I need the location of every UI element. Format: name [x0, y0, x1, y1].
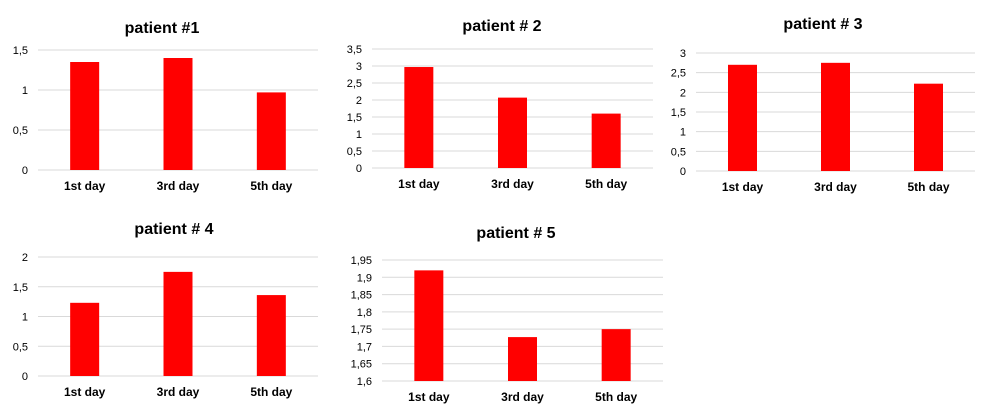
x-tick-label: 1st day	[64, 385, 106, 399]
x-tick-label: 1st day	[398, 177, 440, 191]
chart-patient-5: patient # 5 1,6 1,65 1,7 1,75 1,8 1,85 1,9 1,95 1…	[351, 225, 663, 404]
bar	[256, 295, 286, 376]
chart-patient-1: patient #1 0 0,5 1 1,5 1st day 3rd day 5th day	[13, 20, 318, 193]
y-tick-label: 0	[680, 166, 686, 178]
x-tick-label: 3rd day	[814, 180, 857, 194]
y-tick-label: 2	[680, 87, 686, 99]
bar	[163, 58, 193, 170]
y-tick-label: 1,75	[351, 324, 372, 336]
bar	[498, 97, 527, 168]
bar	[601, 329, 631, 381]
y-tick-label: 3	[680, 48, 686, 60]
x-tick-label: 5th day	[585, 177, 627, 191]
bar	[70, 302, 100, 376]
bar	[508, 337, 537, 381]
x-tick-label: 5th day	[595, 390, 637, 404]
y-tick-label: 3	[356, 61, 362, 73]
y-tick-label: 0	[22, 165, 28, 177]
bar	[404, 67, 434, 168]
y-tick-label: 1	[680, 127, 686, 139]
x-tick-label: 3rd day	[157, 179, 200, 193]
y-tick-label: 2,5	[347, 78, 362, 90]
y-tick-label: 0	[356, 163, 362, 175]
y-tick-label: 2	[356, 95, 362, 107]
y-tick-label: 0,5	[13, 341, 28, 353]
y-tick-label: 1,8	[357, 307, 372, 319]
bar	[256, 92, 286, 170]
y-tick-label: 2	[22, 252, 28, 264]
y-tick-label: 0,5	[671, 146, 686, 158]
y-tick-label: 1,5	[671, 107, 686, 119]
bar	[414, 270, 444, 381]
y-tick-label: 1	[22, 312, 28, 324]
y-tick-label: 1,65	[351, 359, 372, 371]
y-tick-label: 1,7	[357, 341, 372, 353]
y-tick-label: 1,5	[347, 112, 362, 124]
bar	[163, 271, 193, 376]
x-tick-label: 5th day	[907, 180, 949, 194]
chart-patient-2: patient # 2 0 0,5 1 1,5 2 2,5 3 3,5 1st day 3rd da…	[347, 18, 653, 191]
chart-title: patient #1	[125, 20, 200, 37]
bar	[591, 113, 621, 168]
x-tick-label: 1st day	[64, 179, 106, 193]
y-tick-label: 0,5	[13, 125, 28, 137]
bar	[821, 62, 850, 172]
chart-title: patient # 4	[134, 221, 213, 238]
bar	[70, 62, 100, 170]
x-tick-label: 3rd day	[157, 385, 200, 399]
bar	[914, 83, 943, 171]
y-tick-label: 0,5	[347, 146, 362, 158]
chart-title: patient # 5	[476, 225, 555, 242]
y-tick-label: 1	[356, 129, 362, 141]
y-tick-label: 0	[22, 371, 28, 383]
chart-patient-3: patient # 3 0 0,5 1 1,5 2 2,5 3 1st day 3rd day 5t…	[671, 16, 975, 194]
y-tick-label: 3,5	[347, 44, 362, 56]
chart-title: patient # 3	[783, 16, 862, 33]
bar	[728, 64, 757, 171]
y-tick-label: 2,5	[671, 68, 686, 80]
y-tick-label: 1,5	[13, 45, 28, 57]
y-tick-label: 1,85	[351, 290, 372, 302]
x-tick-label: 1st day	[408, 390, 450, 404]
y-tick-label: 1,95	[351, 255, 372, 267]
x-tick-label: 1st day	[722, 180, 764, 194]
chart-title: patient # 2	[462, 18, 541, 35]
x-tick-label: 3rd day	[501, 390, 544, 404]
y-tick-label: 1	[22, 85, 28, 97]
y-tick-label: 1,6	[357, 376, 372, 388]
chart-patient-4: patient # 4 0 0,5 1 1,5 2 1st day 3rd day 5th da…	[13, 221, 318, 399]
y-tick-label: 1,9	[357, 272, 372, 284]
y-tick-label: 1,5	[13, 282, 28, 294]
x-tick-label: 3rd day	[491, 177, 534, 191]
x-tick-label: 5th day	[250, 179, 292, 193]
x-tick-label: 5th day	[250, 385, 292, 399]
